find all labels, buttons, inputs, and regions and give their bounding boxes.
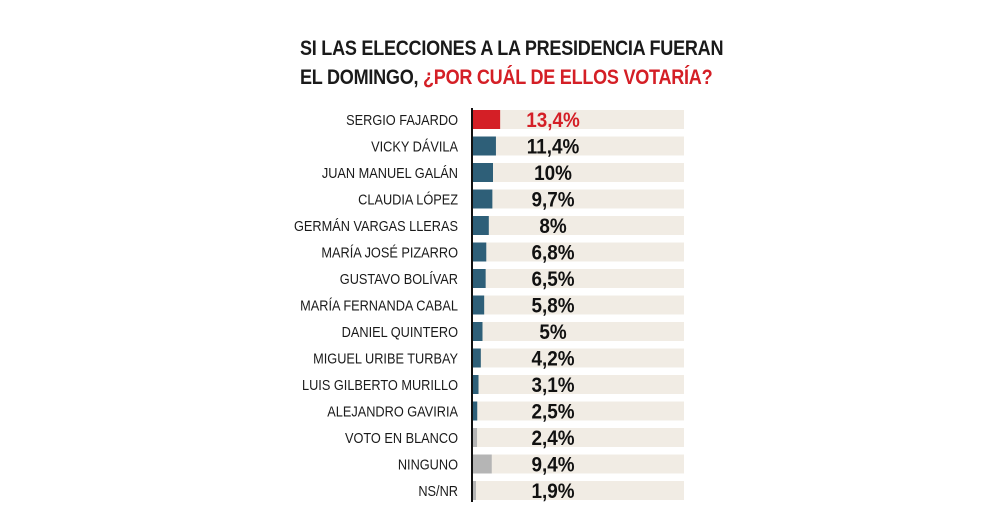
value-label: 10% bbox=[534, 162, 572, 185]
category-label: VOTO EN BLANCO bbox=[345, 429, 458, 446]
category-label: CLAUDIA LÓPEZ bbox=[358, 190, 458, 207]
category-label: NINGUNO bbox=[398, 455, 458, 472]
chart-title: SI LAS ELECCIONES A LA PRESIDENCIA FUERA… bbox=[300, 34, 723, 92]
bar bbox=[472, 401, 478, 421]
bar bbox=[472, 163, 493, 182]
bar bbox=[472, 269, 486, 288]
bar-track bbox=[472, 454, 684, 474]
category-label: ALEJANDRO GAVIRIA bbox=[327, 402, 458, 419]
bar-track bbox=[472, 189, 684, 209]
title-highlight: ¿POR CUÁL DE ELLOS VOTARÍA? bbox=[423, 66, 713, 89]
category-label: MARÍA FERNANDA CABAL bbox=[300, 296, 458, 313]
bar-track bbox=[472, 375, 684, 394]
bar-track bbox=[472, 216, 684, 235]
category-label: DANIEL QUINTERO bbox=[342, 323, 458, 340]
bar-track bbox=[472, 269, 684, 288]
value-label: 9,4% bbox=[531, 454, 574, 477]
bar bbox=[472, 110, 501, 129]
bar-track bbox=[472, 348, 684, 368]
bar bbox=[472, 242, 487, 262]
bar-track bbox=[472, 110, 684, 129]
bar bbox=[472, 481, 476, 500]
value-label: 6,5% bbox=[531, 268, 574, 291]
title-line-2-text: EL DOMINGO, bbox=[300, 66, 424, 89]
bar bbox=[472, 348, 481, 368]
value-label: 11,4% bbox=[527, 136, 580, 159]
bar bbox=[472, 295, 485, 315]
bar bbox=[472, 136, 496, 156]
bar-track bbox=[472, 401, 684, 421]
value-label: 5% bbox=[539, 321, 567, 344]
value-label: 9,7% bbox=[531, 189, 574, 212]
value-label: 5,8% bbox=[531, 295, 574, 318]
title-line-1: SI LAS ELECCIONES A LA PRESIDENCIA FUERA… bbox=[300, 37, 724, 60]
category-label: GERMÁN VARGAS LLERAS bbox=[294, 217, 458, 234]
title-line-2: EL DOMINGO, ¿POR CUÁL DE ELLOS VOTARÍA? bbox=[300, 63, 723, 92]
bar bbox=[472, 375, 479, 394]
value-label: 2,5% bbox=[531, 401, 574, 424]
category-label: JUAN MANUEL GALÁN bbox=[322, 164, 458, 181]
category-label: LUIS GILBERTO MURILLO bbox=[302, 376, 458, 393]
bar bbox=[472, 428, 478, 447]
value-label: 1,9% bbox=[531, 480, 574, 503]
value-label: 2,4% bbox=[531, 427, 574, 450]
bar bbox=[472, 454, 492, 474]
bar-track bbox=[472, 163, 684, 182]
category-label: SERGIO FAJARDO bbox=[346, 111, 458, 128]
value-label: 3,1% bbox=[531, 374, 574, 397]
category-label: MARÍA JOSÉ PIZARRO bbox=[321, 243, 458, 260]
bar-track bbox=[472, 242, 684, 262]
category-label: MIGUEL URIBE TURBAY bbox=[313, 349, 458, 366]
bar-track bbox=[472, 481, 684, 500]
bar-track bbox=[472, 428, 684, 447]
bar-track bbox=[472, 136, 684, 156]
bar bbox=[472, 189, 493, 209]
category-label: VICKY DÁVILA bbox=[371, 137, 459, 154]
value-label: 8% bbox=[539, 215, 567, 238]
bar-track bbox=[472, 322, 684, 341]
bar bbox=[472, 322, 483, 341]
bar bbox=[472, 216, 489, 235]
category-label: GUSTAVO BOLÍVAR bbox=[340, 270, 458, 287]
bar-track bbox=[472, 295, 684, 315]
value-label: 13,4% bbox=[526, 109, 580, 132]
category-label: NS/NR bbox=[418, 482, 458, 499]
value-label: 4,2% bbox=[531, 348, 574, 371]
value-label: 6,8% bbox=[531, 242, 574, 265]
